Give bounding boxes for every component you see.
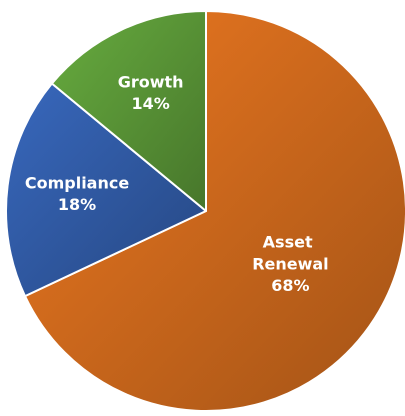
- pie-slice: [24, 10, 405, 412]
- slice-label: Growth: [118, 72, 184, 91]
- slice-value-label: 14%: [132, 94, 170, 113]
- slice-label: Asset Renewal: [252, 232, 328, 273]
- slice-value-label: 18%: [58, 195, 96, 214]
- slice-label: Compliance: [25, 173, 130, 192]
- pie-slice: [50, 10, 207, 212]
- pie-slice: [5, 82, 207, 298]
- slice-value-label: 68%: [271, 276, 309, 295]
